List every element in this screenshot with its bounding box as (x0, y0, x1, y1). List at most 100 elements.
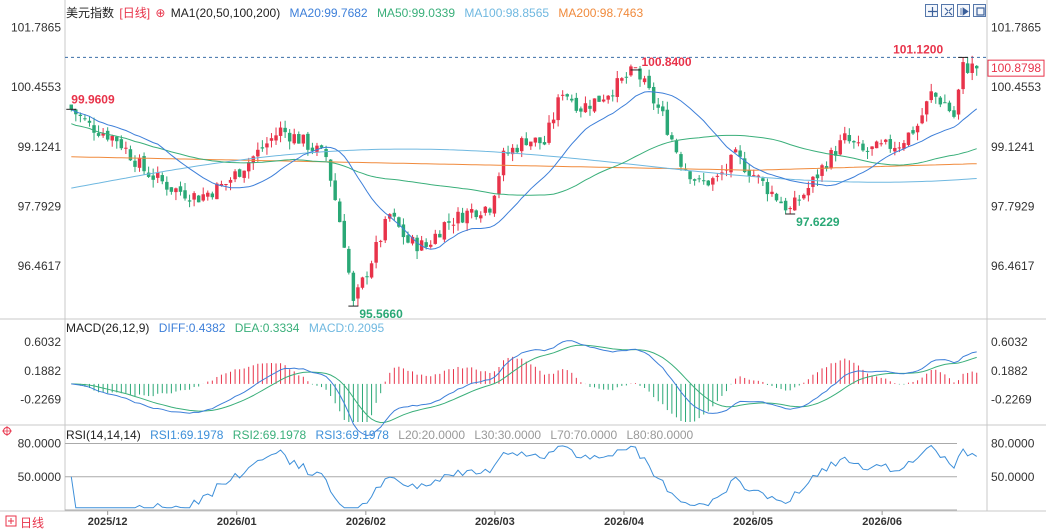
candle-body (651, 86, 656, 104)
candle-body (711, 178, 715, 185)
candle-body (201, 194, 205, 201)
macd-y-tick-left: -0.2269 (20, 393, 61, 407)
candle-body (237, 169, 242, 177)
candle-body (852, 141, 856, 143)
candle-body (733, 149, 738, 153)
candle-body (811, 176, 815, 187)
macd-y-tick-right: 0.1882 (991, 364, 1028, 378)
candle-body (920, 115, 924, 124)
x-tick-label: 2026/03 (475, 516, 515, 528)
candle-body (774, 193, 779, 201)
rsi-settings-label[interactable]: RSI(14,14,14) (66, 428, 141, 442)
fit-screen-button[interactable] (941, 4, 954, 17)
candle-body (392, 212, 397, 217)
candle-body (756, 175, 761, 177)
macd-y-tick-left: 0.1882 (24, 364, 61, 378)
candle-body (146, 172, 151, 177)
candle-body (206, 192, 210, 197)
candle-body (519, 138, 524, 152)
candle-body (78, 114, 83, 117)
candle-body (460, 212, 465, 223)
candle-body (583, 103, 588, 113)
candle-body (492, 195, 497, 214)
rsi-y-tick-right: 80.0000 (991, 437, 1035, 451)
crosshair-button[interactable] (925, 4, 938, 17)
candle-body (729, 154, 733, 173)
candle-body (210, 193, 215, 198)
candle-body (219, 183, 224, 186)
candle-body (938, 97, 943, 105)
instrument-title: 美元指数 (66, 6, 115, 20)
candle-body (783, 200, 788, 211)
candle-body (360, 277, 365, 288)
candle-body (688, 171, 692, 180)
candle-body (96, 133, 101, 136)
candle-body (806, 187, 811, 196)
candle-body (752, 175, 756, 177)
candle-body (83, 118, 87, 120)
period-label[interactable]: [日线] (119, 6, 151, 20)
candle-body (183, 190, 187, 199)
rsi-y-tick-left: 50.0000 (18, 470, 62, 484)
ma200-line (71, 156, 977, 171)
candle-body (442, 222, 447, 240)
candle-body (397, 217, 401, 227)
macd-settings-label[interactable]: MACD(26,12,9) (66, 321, 150, 335)
candle-body (319, 145, 324, 148)
candle-body (287, 132, 292, 142)
candle-body (251, 156, 256, 163)
candle-body (401, 224, 406, 238)
candle-body (638, 68, 642, 80)
candle-body (961, 62, 965, 90)
candle-body (115, 136, 119, 142)
candle-body (347, 248, 351, 273)
candle-body (556, 97, 560, 121)
annotation-high-start: 99.9609 (71, 92, 115, 106)
candle-body (879, 143, 883, 145)
candle-body (697, 178, 701, 180)
current-price-tag (987, 59, 1045, 77)
fullscreen-button[interactable] (973, 4, 986, 17)
x-tick-label: 2026/01 (217, 516, 257, 528)
target-icon[interactable] (2, 426, 12, 436)
candle-body (661, 106, 665, 112)
ma200-value: MA200:98.7463 (558, 6, 644, 20)
candle-body (706, 180, 711, 186)
candle-body (738, 150, 742, 157)
candle-body (274, 135, 278, 141)
rsi-l70-value: L70:70.0000 (550, 428, 618, 442)
rsi-l20-value: L20:20.0000 (398, 428, 465, 442)
macd-dea-value: DEA:0.3334 (234, 321, 300, 335)
candle-body (870, 146, 874, 150)
settings-icon[interactable]: ⊕ (155, 6, 166, 20)
candle-body (670, 135, 674, 140)
candle-body (615, 78, 620, 97)
candle-body (438, 233, 442, 238)
candle-body (483, 206, 488, 213)
candle-body (424, 242, 428, 247)
candle-body (297, 134, 301, 144)
ma50-line (71, 123, 977, 196)
candle-body (328, 159, 333, 181)
next-bar-button[interactable] (957, 4, 970, 17)
candle-body (788, 208, 792, 210)
ma100-value: MA100:98.8565 (464, 6, 550, 20)
candle-body (265, 143, 269, 148)
candle-body (874, 141, 879, 149)
candle-body (133, 160, 137, 167)
candle-body (815, 174, 820, 179)
candle-body (187, 200, 192, 202)
candle-body (742, 158, 747, 173)
candle-body (902, 143, 906, 149)
candle-body (246, 162, 251, 172)
ma100-line (71, 148, 977, 189)
candles-group (69, 55, 979, 307)
candle-body (310, 147, 315, 151)
ma20-value: MA20:99.7682 (289, 6, 368, 20)
candle-body (351, 272, 356, 301)
ma-settings-label[interactable]: MA1(20,50,100,200) (170, 6, 281, 20)
candle-body (692, 179, 697, 181)
candle-body (165, 181, 169, 190)
period-select-button[interactable]: 日线 (0, 512, 62, 531)
candle-body (160, 175, 165, 182)
